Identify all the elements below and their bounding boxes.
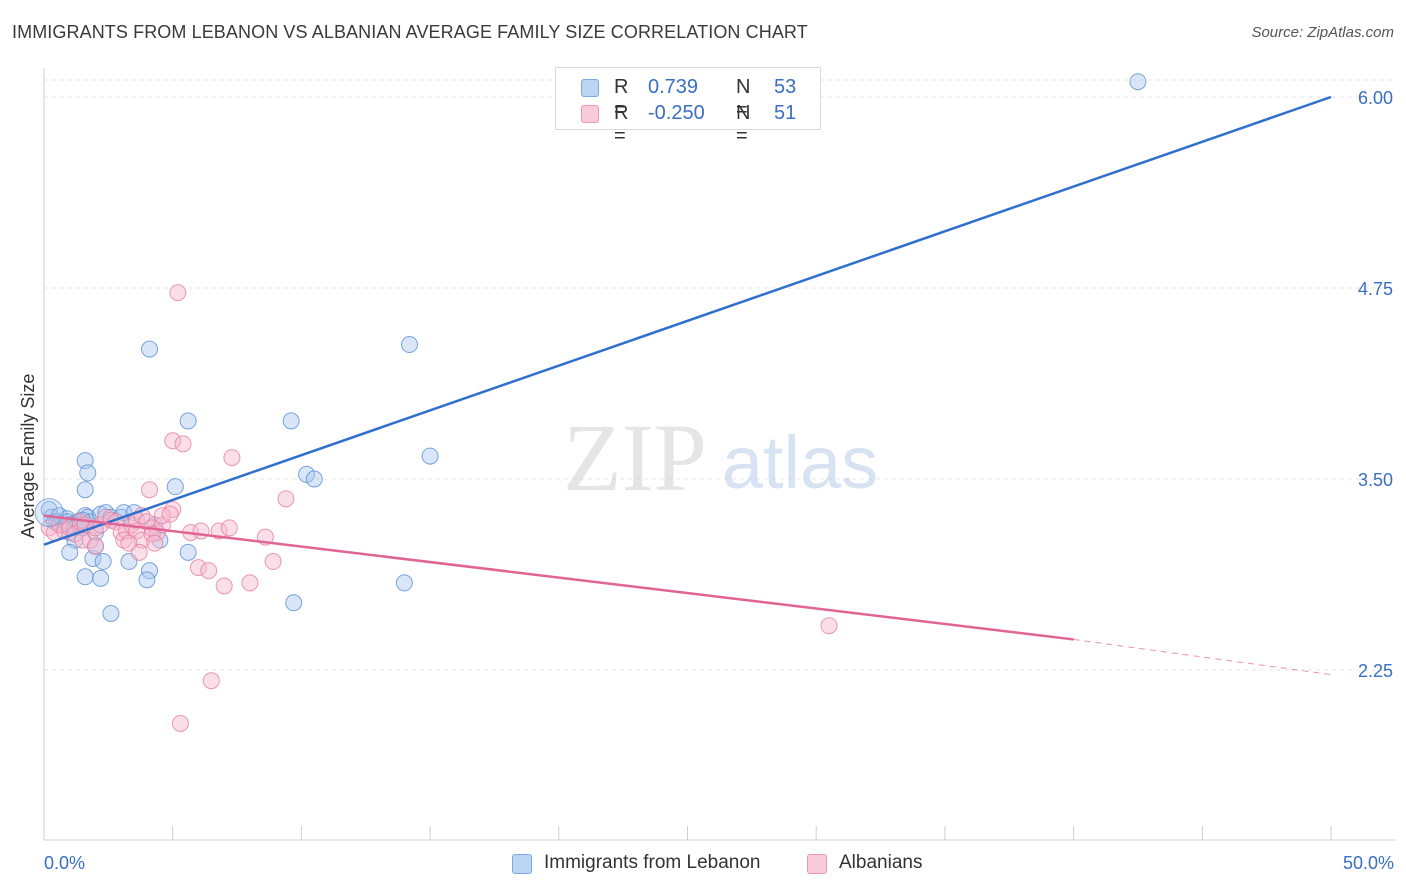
point-lebanon: [1129, 73, 1147, 91]
point-lebanon: [34, 498, 64, 528]
point-albanians: [130, 543, 148, 561]
point-lebanon: [282, 412, 300, 430]
point-lebanon: [305, 470, 323, 488]
x-tick-label: 0.0%: [44, 853, 85, 873]
n-label: N =: [736, 102, 751, 147]
point-albanians: [200, 562, 218, 580]
point-lebanon: [141, 340, 159, 358]
point-lebanon: [285, 594, 303, 612]
y-tick-label: 6.00: [1358, 88, 1393, 108]
point-albanians: [174, 435, 192, 453]
y-tick-label: 4.75: [1358, 279, 1393, 299]
n-label: N =: [736, 76, 751, 121]
blue-swatch: [581, 79, 599, 97]
legend-label: Albanians: [839, 852, 923, 873]
point-albanians: [220, 519, 238, 537]
point-lebanon: [94, 553, 112, 571]
trendline-lebanon: [43, 95, 1332, 546]
chart-title: IMMIGRANTS FROM LEBANON VS ALBANIAN AVER…: [12, 22, 808, 42]
point-albanians: [820, 617, 838, 635]
point-lebanon: [166, 478, 184, 496]
point-albanians: [171, 714, 189, 732]
r-label: R =: [614, 102, 629, 147]
point-albanians: [164, 501, 182, 519]
point-lebanon: [102, 604, 120, 622]
point-lebanon: [401, 336, 419, 354]
point-lebanon: [92, 569, 110, 587]
point-albanians: [141, 481, 159, 499]
r-label: R =: [614, 76, 629, 121]
point-albanians: [115, 531, 133, 549]
r-value: -0.250: [648, 102, 705, 124]
point-albanians: [146, 534, 164, 552]
point-lebanon: [179, 543, 197, 561]
data-points: [34, 73, 1147, 732]
point-albanians: [223, 449, 241, 467]
point-lebanon: [179, 412, 197, 430]
source-label: Source: ZipAtlas.com: [1251, 24, 1394, 41]
x-tick-label: 50.0%: [1343, 853, 1394, 873]
watermark-atlas: atlas: [722, 421, 878, 504]
point-lebanon: [138, 571, 156, 589]
pink-swatch: [581, 105, 599, 123]
y-tick-label: 3.50: [1358, 470, 1393, 490]
point-albanians: [161, 505, 179, 523]
trendline-albanians: [1073, 638, 1332, 676]
axes: [43, 68, 1395, 841]
blue-swatch: [512, 854, 532, 874]
point-lebanon: [421, 447, 439, 465]
r-value: 0.739: [648, 76, 699, 98]
correlation-legend: R = 0.739 N = 53 R = -0.250 N = 51: [555, 67, 821, 147]
point-albanians: [215, 577, 233, 595]
trendline-albanians: [43, 514, 1074, 641]
tick-labels: 2.25 3.50 4.75 6.00 0.0% 50.0%: [44, 88, 1394, 873]
point-albanians: [86, 537, 104, 555]
y-tick-label: 2.25: [1358, 661, 1393, 681]
point-lebanon: [79, 464, 97, 482]
point-albanians: [169, 284, 187, 302]
legend-label: Immigrants from Lebanon: [544, 852, 761, 873]
trendlines: [43, 95, 1332, 676]
point-albanians: [277, 490, 295, 508]
point-lebanon: [76, 481, 94, 499]
n-value: 51: [774, 102, 797, 124]
point-albanians: [202, 672, 220, 690]
y-axis-label: Average Family Size: [18, 374, 38, 539]
n-value: 53: [774, 76, 797, 98]
point-lebanon: [76, 568, 94, 586]
watermark-zip: ZIP: [563, 404, 707, 511]
point-lebanon: [395, 574, 413, 592]
point-albanians: [189, 559, 207, 577]
pink-swatch: [807, 854, 827, 874]
point-albanians: [210, 522, 228, 540]
point-albanians: [241, 574, 259, 592]
point-albanians: [164, 432, 182, 450]
point-albanians: [264, 553, 282, 571]
point-albanians: [192, 522, 210, 540]
point-lebanon: [61, 543, 79, 561]
